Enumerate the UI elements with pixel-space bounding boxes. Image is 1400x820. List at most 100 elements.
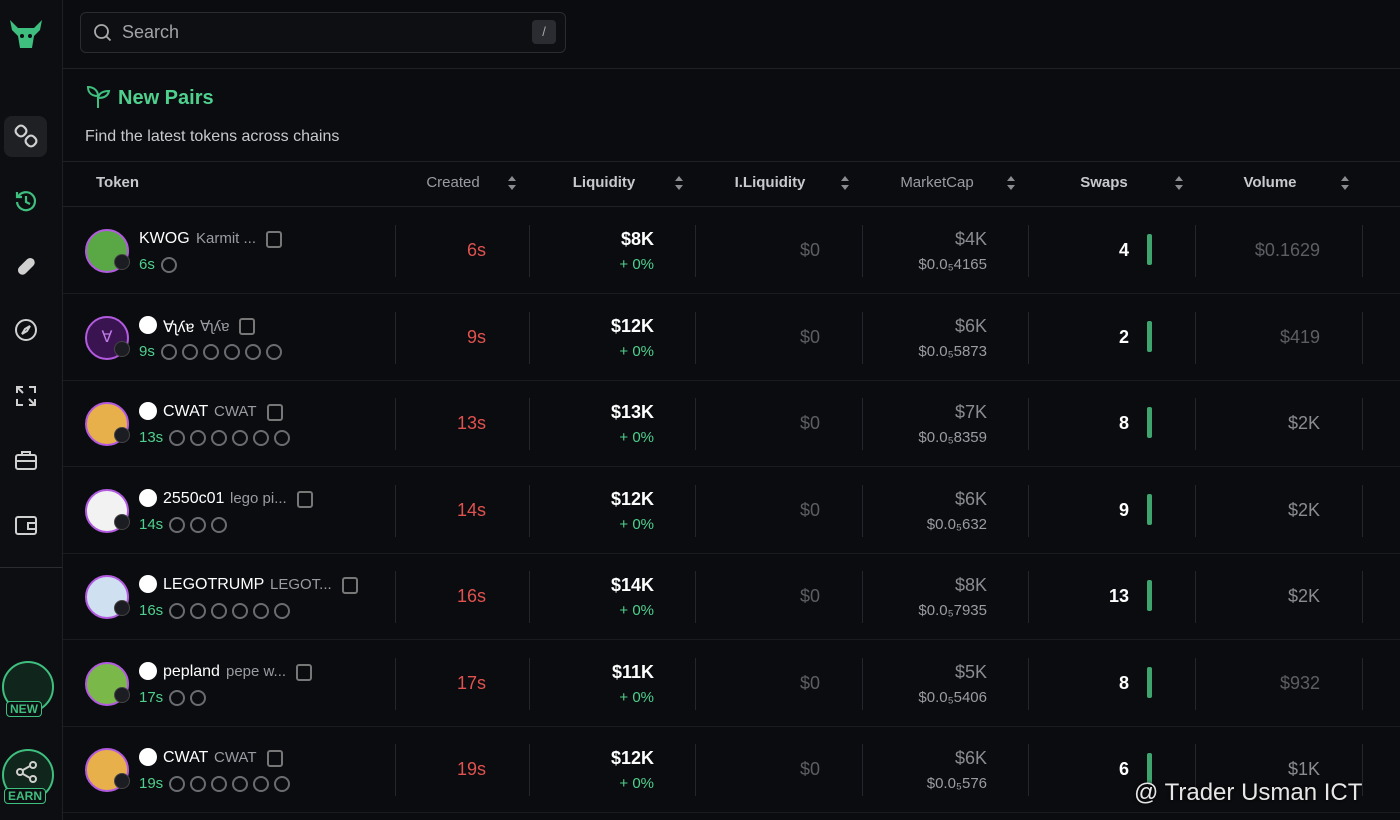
- liquidity-change: + 0%: [619, 429, 654, 446]
- sort-icon[interactable]: [1007, 185, 1015, 190]
- sort-icon[interactable]: [841, 185, 849, 190]
- column-divider: [695, 744, 696, 796]
- column-divider: [529, 484, 530, 537]
- column-divider: [529, 744, 530, 796]
- social-icon[interactable]: [274, 430, 290, 446]
- social-icon[interactable]: [190, 603, 206, 619]
- social-icon[interactable]: [190, 689, 206, 706]
- nav-swap[interactable]: [13, 383, 39, 409]
- initial-liquidity: $0: [799, 759, 820, 779]
- column-header[interactable]: Created: [426, 174, 480, 191]
- logo[interactable]: [6, 16, 46, 52]
- search-box[interactable]: Search /: [80, 12, 566, 53]
- social-icon[interactable]: [232, 430, 248, 446]
- sort-icon[interactable]: [675, 176, 683, 181]
- table-row[interactable]: [63, 380, 1400, 467]
- social-icon[interactable]: [169, 516, 185, 533]
- token-name: lego pi...: [230, 489, 287, 507]
- column-divider: [862, 744, 863, 796]
- social-icon[interactable]: [245, 343, 261, 360]
- copy-icon[interactable]: [297, 490, 313, 508]
- column-header[interactable]: Token: [96, 174, 140, 191]
- divider: [63, 68, 1400, 69]
- table-row[interactable]: [63, 553, 1400, 640]
- copy-icon[interactable]: [267, 750, 283, 767]
- price: $0.0₅576: [926, 775, 987, 792]
- social-icon[interactable]: [190, 430, 206, 446]
- social-icon[interactable]: [203, 343, 219, 360]
- social-icon[interactable]: [190, 516, 206, 533]
- nav-explore[interactable]: [13, 317, 39, 343]
- social-icon[interactable]: [232, 776, 248, 792]
- social-icon[interactable]: [253, 603, 269, 619]
- sort-icon[interactable]: [508, 185, 516, 190]
- sort-icon[interactable]: [1341, 176, 1349, 181]
- table-row[interactable]: [63, 207, 1400, 294]
- social-icon[interactable]: [211, 603, 227, 619]
- search-placeholder: Search: [122, 22, 180, 42]
- social-icon[interactable]: [266, 343, 282, 360]
- token-age: 13s: [139, 429, 164, 446]
- sort-icon[interactable]: [508, 176, 516, 181]
- social-icon[interactable]: [211, 430, 227, 446]
- sort-icon[interactable]: [1175, 185, 1183, 190]
- column-divider: [529, 398, 530, 450]
- nav-portfolio[interactable]: [13, 447, 39, 473]
- table-row[interactable]: [63, 726, 1400, 813]
- badge: EARN: [4, 788, 47, 804]
- token-symbol: KWOG: [139, 230, 190, 247]
- avatar: [85, 488, 129, 533]
- social-icon[interactable]: [161, 343, 177, 360]
- sort-icon[interactable]: [1341, 185, 1349, 190]
- table-row[interactable]: [63, 294, 1400, 381]
- social-icon[interactable]: [211, 516, 227, 533]
- chain-badge: [114, 600, 130, 616]
- table-row[interactable]: [63, 467, 1400, 554]
- copy-icon[interactable]: [267, 404, 283, 421]
- social-icon[interactable]: [161, 257, 177, 273]
- sidebar: NEW EARN: [0, 0, 63, 820]
- social-icon[interactable]: [169, 776, 185, 792]
- column-divider: [862, 225, 863, 277]
- nav-pill[interactable]: [13, 253, 39, 279]
- initial-liquidity: $0: [799, 240, 820, 260]
- column-header[interactable]: I.Liquidity: [734, 174, 806, 191]
- sprout-icon: [86, 85, 111, 108]
- social-icon[interactable]: [253, 430, 269, 446]
- social-icon[interactable]: [224, 343, 240, 360]
- social-icon[interactable]: [190, 776, 206, 792]
- social-icon[interactable]: [211, 776, 227, 792]
- social-icon[interactable]: [182, 343, 198, 360]
- column-divider: [695, 311, 696, 364]
- market-cap: $5K: [954, 661, 987, 682]
- copy-icon[interactable]: [342, 577, 358, 594]
- nav-pairs[interactable]: [13, 123, 39, 149]
- social-icon[interactable]: [274, 776, 290, 792]
- nav-history[interactable]: [13, 188, 39, 214]
- swaps: 8: [1118, 413, 1129, 433]
- social-icon[interactable]: [169, 689, 185, 706]
- column-divider: [529, 657, 530, 710]
- copy-icon[interactable]: [266, 231, 282, 248]
- social-icon[interactable]: [232, 603, 248, 619]
- token-name: CWAT: [214, 403, 257, 420]
- social-icon[interactable]: [169, 603, 185, 619]
- table-row[interactable]: [63, 640, 1400, 727]
- social-icon[interactable]: [253, 776, 269, 792]
- swaps: 6: [1118, 759, 1129, 779]
- copy-icon[interactable]: [296, 663, 312, 681]
- market-cap: $8K: [954, 575, 987, 595]
- nav-wallet[interactable]: [13, 512, 39, 538]
- social-icon[interactable]: [169, 430, 185, 446]
- column-header[interactable]: Liquidity: [572, 174, 636, 191]
- sort-icon[interactable]: [1175, 176, 1183, 181]
- avatar-letter: ∀: [101, 328, 113, 346]
- social-icon[interactable]: [274, 603, 290, 619]
- column-header[interactable]: MarketCap: [900, 174, 974, 191]
- sort-icon[interactable]: [675, 185, 683, 190]
- column-header[interactable]: Swaps: [1080, 174, 1128, 191]
- copy-icon[interactable]: [239, 317, 255, 335]
- sort-icon[interactable]: [1007, 176, 1015, 181]
- sort-icon[interactable]: [841, 176, 849, 181]
- column-header[interactable]: Volume: [1243, 174, 1297, 191]
